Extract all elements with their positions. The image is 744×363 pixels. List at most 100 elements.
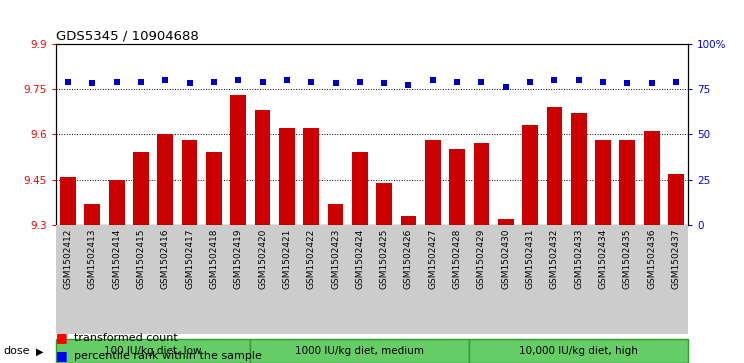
Bar bbox=[352, 152, 368, 225]
Bar bbox=[279, 128, 295, 225]
Bar bbox=[615, 225, 640, 334]
Bar bbox=[620, 140, 635, 225]
Text: transformed count: transformed count bbox=[74, 333, 178, 343]
Bar bbox=[668, 174, 684, 225]
Bar bbox=[206, 152, 222, 225]
Text: GSM1502417: GSM1502417 bbox=[185, 228, 194, 289]
Bar bbox=[347, 225, 372, 334]
Text: GDS5345 / 10904688: GDS5345 / 10904688 bbox=[56, 29, 199, 42]
Bar bbox=[182, 140, 197, 225]
Text: GSM1502434: GSM1502434 bbox=[599, 228, 608, 289]
Text: GSM1502429: GSM1502429 bbox=[477, 228, 486, 289]
Bar bbox=[231, 95, 246, 225]
Point bbox=[451, 79, 463, 85]
Bar bbox=[129, 225, 153, 334]
Point bbox=[354, 79, 366, 85]
Bar bbox=[275, 225, 299, 334]
Text: ■: ■ bbox=[56, 331, 68, 344]
Bar bbox=[400, 216, 417, 225]
Bar bbox=[324, 225, 347, 334]
Text: GSM1502437: GSM1502437 bbox=[672, 228, 681, 289]
Bar bbox=[640, 225, 664, 334]
Point bbox=[525, 79, 536, 85]
Bar bbox=[542, 225, 567, 334]
Bar bbox=[397, 225, 420, 334]
Bar bbox=[518, 225, 542, 334]
Bar bbox=[299, 225, 324, 334]
Bar bbox=[469, 225, 493, 334]
Text: GSM1502427: GSM1502427 bbox=[429, 228, 437, 289]
Text: GSM1502436: GSM1502436 bbox=[647, 228, 656, 289]
Bar bbox=[372, 225, 397, 334]
FancyBboxPatch shape bbox=[56, 339, 251, 363]
Bar bbox=[202, 225, 226, 334]
Bar bbox=[80, 225, 104, 334]
Text: GSM1502425: GSM1502425 bbox=[379, 228, 388, 289]
Point bbox=[135, 79, 147, 85]
Text: GSM1502419: GSM1502419 bbox=[234, 228, 243, 289]
Text: GSM1502420: GSM1502420 bbox=[258, 228, 267, 289]
FancyBboxPatch shape bbox=[469, 339, 688, 363]
Point bbox=[257, 79, 269, 85]
Text: GSM1502424: GSM1502424 bbox=[356, 228, 365, 289]
Point bbox=[573, 77, 585, 83]
Point bbox=[232, 77, 244, 83]
Point bbox=[548, 77, 560, 83]
Point bbox=[208, 79, 220, 85]
Point bbox=[475, 79, 487, 85]
Bar bbox=[420, 225, 445, 334]
Point bbox=[500, 84, 512, 90]
Bar bbox=[376, 183, 392, 225]
Text: 10,000 IU/kg diet, high: 10,000 IU/kg diet, high bbox=[519, 346, 638, 356]
Point bbox=[86, 81, 98, 86]
Text: dose: dose bbox=[4, 346, 31, 356]
Text: GSM1502423: GSM1502423 bbox=[331, 228, 340, 289]
Bar bbox=[104, 225, 129, 334]
Bar bbox=[522, 125, 538, 225]
Bar bbox=[595, 140, 611, 225]
Point bbox=[184, 81, 196, 86]
Bar bbox=[567, 225, 591, 334]
Point bbox=[670, 79, 682, 85]
Bar bbox=[226, 225, 251, 334]
Text: GSM1502435: GSM1502435 bbox=[623, 228, 632, 289]
Text: percentile rank within the sample: percentile rank within the sample bbox=[74, 351, 263, 361]
Point bbox=[597, 79, 609, 85]
Bar bbox=[327, 204, 344, 225]
Point bbox=[62, 79, 74, 85]
Bar bbox=[571, 113, 587, 225]
Bar bbox=[445, 225, 469, 334]
Text: GSM1502413: GSM1502413 bbox=[88, 228, 97, 289]
Text: 100 IU/kg diet, low: 100 IU/kg diet, low bbox=[104, 346, 202, 356]
Bar bbox=[251, 225, 275, 334]
Text: GSM1502428: GSM1502428 bbox=[452, 228, 461, 289]
Text: GSM1502414: GSM1502414 bbox=[112, 228, 121, 289]
Bar bbox=[84, 204, 100, 225]
Bar bbox=[664, 225, 688, 334]
Text: GSM1502415: GSM1502415 bbox=[136, 228, 145, 289]
Bar bbox=[547, 107, 562, 225]
Point bbox=[403, 82, 414, 88]
Text: GSM1502416: GSM1502416 bbox=[161, 228, 170, 289]
Point bbox=[159, 77, 171, 83]
Bar bbox=[473, 143, 490, 225]
Text: GSM1502431: GSM1502431 bbox=[525, 228, 535, 289]
Text: GSM1502430: GSM1502430 bbox=[501, 228, 510, 289]
Point bbox=[646, 81, 658, 86]
Bar bbox=[498, 219, 513, 225]
Point bbox=[281, 77, 293, 83]
Text: ▶: ▶ bbox=[36, 346, 43, 356]
Bar bbox=[493, 225, 518, 334]
Text: GSM1502412: GSM1502412 bbox=[63, 228, 72, 289]
Point bbox=[427, 77, 439, 83]
Bar bbox=[157, 134, 173, 225]
Point bbox=[305, 79, 317, 85]
Text: ■: ■ bbox=[56, 349, 68, 362]
Text: GSM1502421: GSM1502421 bbox=[283, 228, 292, 289]
Bar bbox=[133, 152, 149, 225]
Bar bbox=[591, 225, 615, 334]
Text: 1000 IU/kg diet, medium: 1000 IU/kg diet, medium bbox=[295, 346, 424, 356]
Text: GSM1502418: GSM1502418 bbox=[209, 228, 219, 289]
Text: GSM1502426: GSM1502426 bbox=[404, 228, 413, 289]
Bar bbox=[109, 180, 124, 225]
